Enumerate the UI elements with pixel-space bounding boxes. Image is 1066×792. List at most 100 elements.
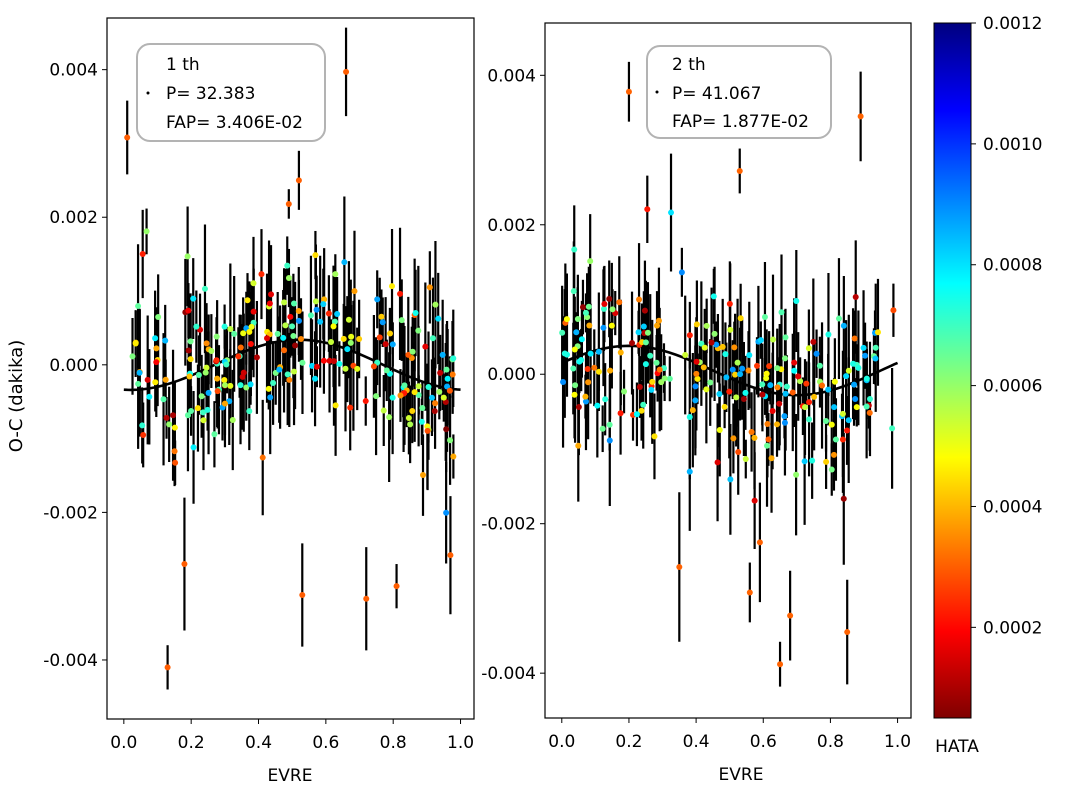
data-point — [198, 393, 205, 400]
data-point — [129, 353, 136, 360]
data-point — [783, 383, 790, 390]
data-point — [415, 327, 422, 334]
data-point — [668, 209, 675, 216]
data-point — [823, 418, 830, 425]
data-point — [439, 351, 446, 358]
data-point — [722, 351, 729, 358]
data-point — [418, 418, 425, 425]
data-point — [407, 421, 414, 428]
data-point — [250, 280, 257, 287]
data-point — [633, 411, 640, 418]
data-point — [437, 369, 444, 376]
data-point — [214, 388, 221, 395]
data-point — [764, 421, 771, 428]
data-point — [733, 394, 740, 401]
data-point — [768, 455, 775, 462]
data-point — [190, 295, 197, 302]
legend-line-1: 2 th — [672, 55, 706, 75]
data-point — [331, 318, 338, 325]
data-point — [140, 431, 147, 438]
legend-line-2: P= 41.067 — [672, 84, 761, 104]
data-point — [356, 335, 363, 342]
data-point — [297, 336, 304, 343]
data-point — [682, 352, 689, 359]
data-point — [693, 321, 700, 328]
data-point — [246, 408, 253, 415]
data-point — [753, 362, 760, 369]
data-point — [281, 299, 288, 306]
data-point — [863, 375, 870, 382]
data-point — [692, 397, 699, 404]
data-point — [344, 346, 351, 353]
data-point — [692, 383, 699, 390]
legend-line-3: FAP= 1.877E-02 — [672, 112, 809, 132]
data-point — [726, 300, 733, 307]
data-point — [440, 394, 447, 401]
data-point — [267, 394, 274, 401]
data-point — [320, 301, 327, 308]
data-point — [586, 322, 593, 329]
data-point — [188, 407, 195, 414]
data-point — [420, 472, 427, 479]
data-point — [866, 409, 873, 416]
data-point — [320, 357, 327, 364]
x-tick-label: 0.6 — [312, 733, 339, 753]
data-point — [570, 288, 577, 295]
data-point — [376, 334, 383, 341]
data-point — [890, 307, 897, 314]
y-tick-label: 0.004 — [487, 66, 536, 86]
data-point — [153, 359, 160, 366]
data-point — [190, 444, 197, 451]
x-tick-label: 0.4 — [683, 732, 710, 752]
data-point — [382, 341, 389, 348]
data-point — [307, 312, 314, 319]
data-point — [239, 373, 246, 380]
x-tick-label: 0.0 — [110, 733, 137, 753]
x-tick-label: 1.0 — [884, 732, 911, 752]
data-point — [326, 357, 333, 364]
data-point — [866, 395, 873, 402]
data-point — [185, 347, 192, 354]
data-point — [781, 413, 788, 420]
data-point — [432, 400, 439, 407]
data-point — [716, 426, 723, 433]
data-point — [135, 303, 142, 310]
data-point — [405, 414, 412, 421]
data-point — [857, 113, 864, 120]
data-point — [727, 476, 734, 483]
data-point — [840, 495, 847, 502]
fit-curve — [561, 344, 899, 397]
data-point — [845, 367, 852, 374]
data-point — [830, 451, 837, 458]
data-point — [831, 378, 838, 385]
y-tick-label: -0.002 — [481, 515, 536, 535]
data-point — [710, 293, 717, 300]
data-point — [330, 323, 337, 330]
data-point — [332, 402, 339, 409]
data-point — [186, 373, 193, 380]
data-point — [409, 408, 416, 415]
data-point — [374, 296, 381, 303]
data-point — [143, 228, 150, 235]
data-point — [354, 365, 361, 372]
data-point — [703, 322, 710, 329]
data-point — [599, 425, 606, 432]
data-point — [701, 344, 708, 351]
data-point — [825, 331, 832, 338]
data-point — [831, 404, 838, 411]
data-point — [187, 338, 194, 345]
data-point — [585, 303, 592, 310]
data-point — [287, 313, 294, 320]
data-point — [380, 407, 387, 414]
data-point — [777, 661, 784, 668]
data-point — [383, 367, 390, 374]
data-point — [587, 258, 594, 265]
colorbar-tick-label: 0.0006 — [983, 377, 1042, 397]
data-point — [795, 373, 802, 380]
data-point — [811, 393, 818, 400]
legend-marker-icon — [146, 91, 150, 95]
data-point — [292, 342, 299, 349]
data-point — [266, 300, 273, 307]
y-tick-label: 0.002 — [49, 208, 98, 228]
data-point — [648, 386, 655, 393]
